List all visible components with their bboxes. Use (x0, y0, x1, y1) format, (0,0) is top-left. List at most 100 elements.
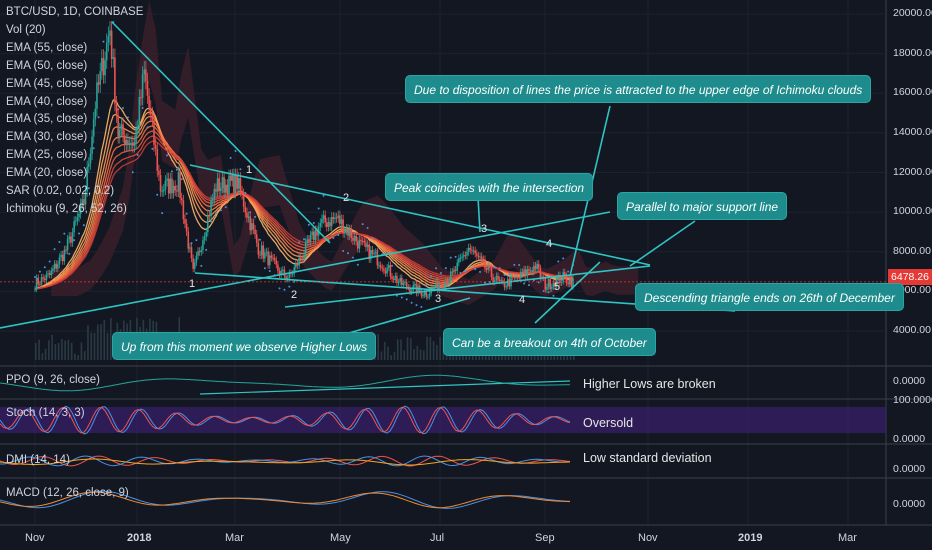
legend-indicator[interactable]: EMA (55, close) (6, 41, 88, 54)
sar-dot (454, 255, 457, 258)
candle-body (319, 223, 322, 227)
candle-body (180, 198, 183, 201)
candle-body (559, 274, 561, 283)
legend-symbol[interactable]: BTC/USD, 1D, COINBASE (6, 6, 144, 18)
sar-dot (73, 239, 76, 242)
candle-body (316, 230, 318, 236)
candle-body (122, 124, 124, 136)
sar-dot (185, 212, 188, 215)
sar-dot (503, 274, 506, 277)
volume-bar (44, 348, 47, 360)
candle-body (298, 257, 300, 266)
candle-body (63, 249, 66, 262)
candle-body (104, 60, 106, 76)
volume-bar (103, 320, 106, 360)
candle-body (182, 200, 185, 220)
candle-body (493, 280, 496, 282)
sar-dot (474, 268, 477, 271)
legend-indicator[interactable]: EMA (50, close) (6, 59, 88, 72)
candle-body (321, 218, 323, 224)
legend-indicator[interactable]: Ichimoku (9, 26, 52, 26) (6, 202, 127, 215)
sar-dot (537, 281, 540, 284)
legend-indicator[interactable]: SAR (0.02, 0.02, 0.2) (6, 185, 115, 198)
candle-body (500, 280, 503, 282)
candle-body (205, 232, 207, 237)
price-tick: 18000.00 (893, 46, 932, 59)
candle-body (440, 285, 442, 287)
candle-body (159, 175, 162, 192)
sar-dot (479, 270, 482, 273)
sar-dot (469, 264, 472, 267)
sar-dot (557, 260, 560, 263)
note-oversold: Oversold (583, 416, 634, 430)
candle-body (207, 215, 209, 233)
sar-dot (210, 220, 213, 223)
candle-body (454, 269, 457, 271)
stoch-bottom-tick: 0.0000 (893, 433, 926, 445)
candle-body (37, 277, 40, 285)
legend-indicator[interactable]: EMA (25, close) (6, 149, 88, 162)
stoch-label[interactable]: Stoch (14, 3, 3) (6, 407, 85, 419)
candle-body (490, 267, 493, 277)
legend-indicator[interactable]: EMA (30, close) (6, 131, 88, 144)
candle-body (73, 221, 75, 233)
ppo-label[interactable]: PPO (9, 26, close) (6, 374, 100, 386)
sar-dot (146, 126, 149, 129)
candle-body (427, 296, 429, 298)
sar-dot (214, 212, 217, 215)
candle-body (449, 271, 452, 281)
candle-body (497, 275, 499, 280)
legend-indicator[interactable]: EMA (40, close) (6, 95, 88, 108)
callout-ichimoku-attraction: Due to disposition of lines the price is… (405, 75, 872, 103)
stoch-d-line (0, 406, 571, 434)
volume-bar (80, 342, 83, 360)
sar-dot (435, 267, 438, 270)
candle-body (91, 136, 93, 154)
candle-body (228, 175, 230, 195)
sar-dot (444, 267, 447, 270)
candle-body (105, 42, 108, 61)
sar-dot (268, 269, 271, 272)
callout-peak-intersection: Peak coincides with the intersection (385, 173, 594, 201)
legend-indicator[interactable]: EMA (20, close) (6, 167, 88, 180)
legend-indicator[interactable]: EMA (35, close) (6, 113, 88, 126)
macd-zero-tick: 0.0000 (893, 498, 926, 510)
candle-body (445, 280, 447, 287)
sar-dot (234, 149, 237, 152)
candle-body (161, 191, 163, 193)
candle-body (202, 240, 204, 250)
candle-body (417, 285, 419, 294)
candle-body (474, 250, 476, 254)
candle-body (50, 270, 53, 276)
sar-dot (347, 252, 350, 255)
candle-body (187, 231, 190, 249)
candle-body (555, 278, 558, 287)
candle-body (242, 194, 245, 207)
sar-dot (175, 168, 178, 171)
candle-body (216, 178, 219, 192)
candle-body (234, 174, 237, 193)
candle-body (192, 258, 194, 269)
sar-dot (391, 264, 394, 267)
sar-dot (92, 147, 95, 150)
candle-body (236, 174, 238, 189)
legend-indicator[interactable]: EMA (45, close) (6, 77, 88, 90)
candle-body (479, 256, 481, 258)
candle-body (562, 272, 565, 282)
sar-dot (410, 301, 413, 304)
candle-body (467, 247, 470, 252)
candle-body (166, 178, 168, 181)
sar-dot (366, 226, 369, 229)
macd-label[interactable]: MACD (12, 26, close, 9) (6, 487, 129, 499)
volume-bar (380, 351, 383, 360)
sar-dot (425, 284, 428, 287)
candle-body (190, 247, 193, 259)
candle-body (39, 284, 41, 286)
sar-dot (180, 178, 183, 181)
sar-dot (82, 224, 85, 227)
sar-dot (254, 215, 257, 218)
candle-body (554, 283, 556, 287)
candle-body (127, 140, 129, 145)
dmi-label[interactable]: DMI (14, 14) (6, 454, 70, 466)
legend-indicator[interactable]: Vol (20) (6, 23, 46, 36)
